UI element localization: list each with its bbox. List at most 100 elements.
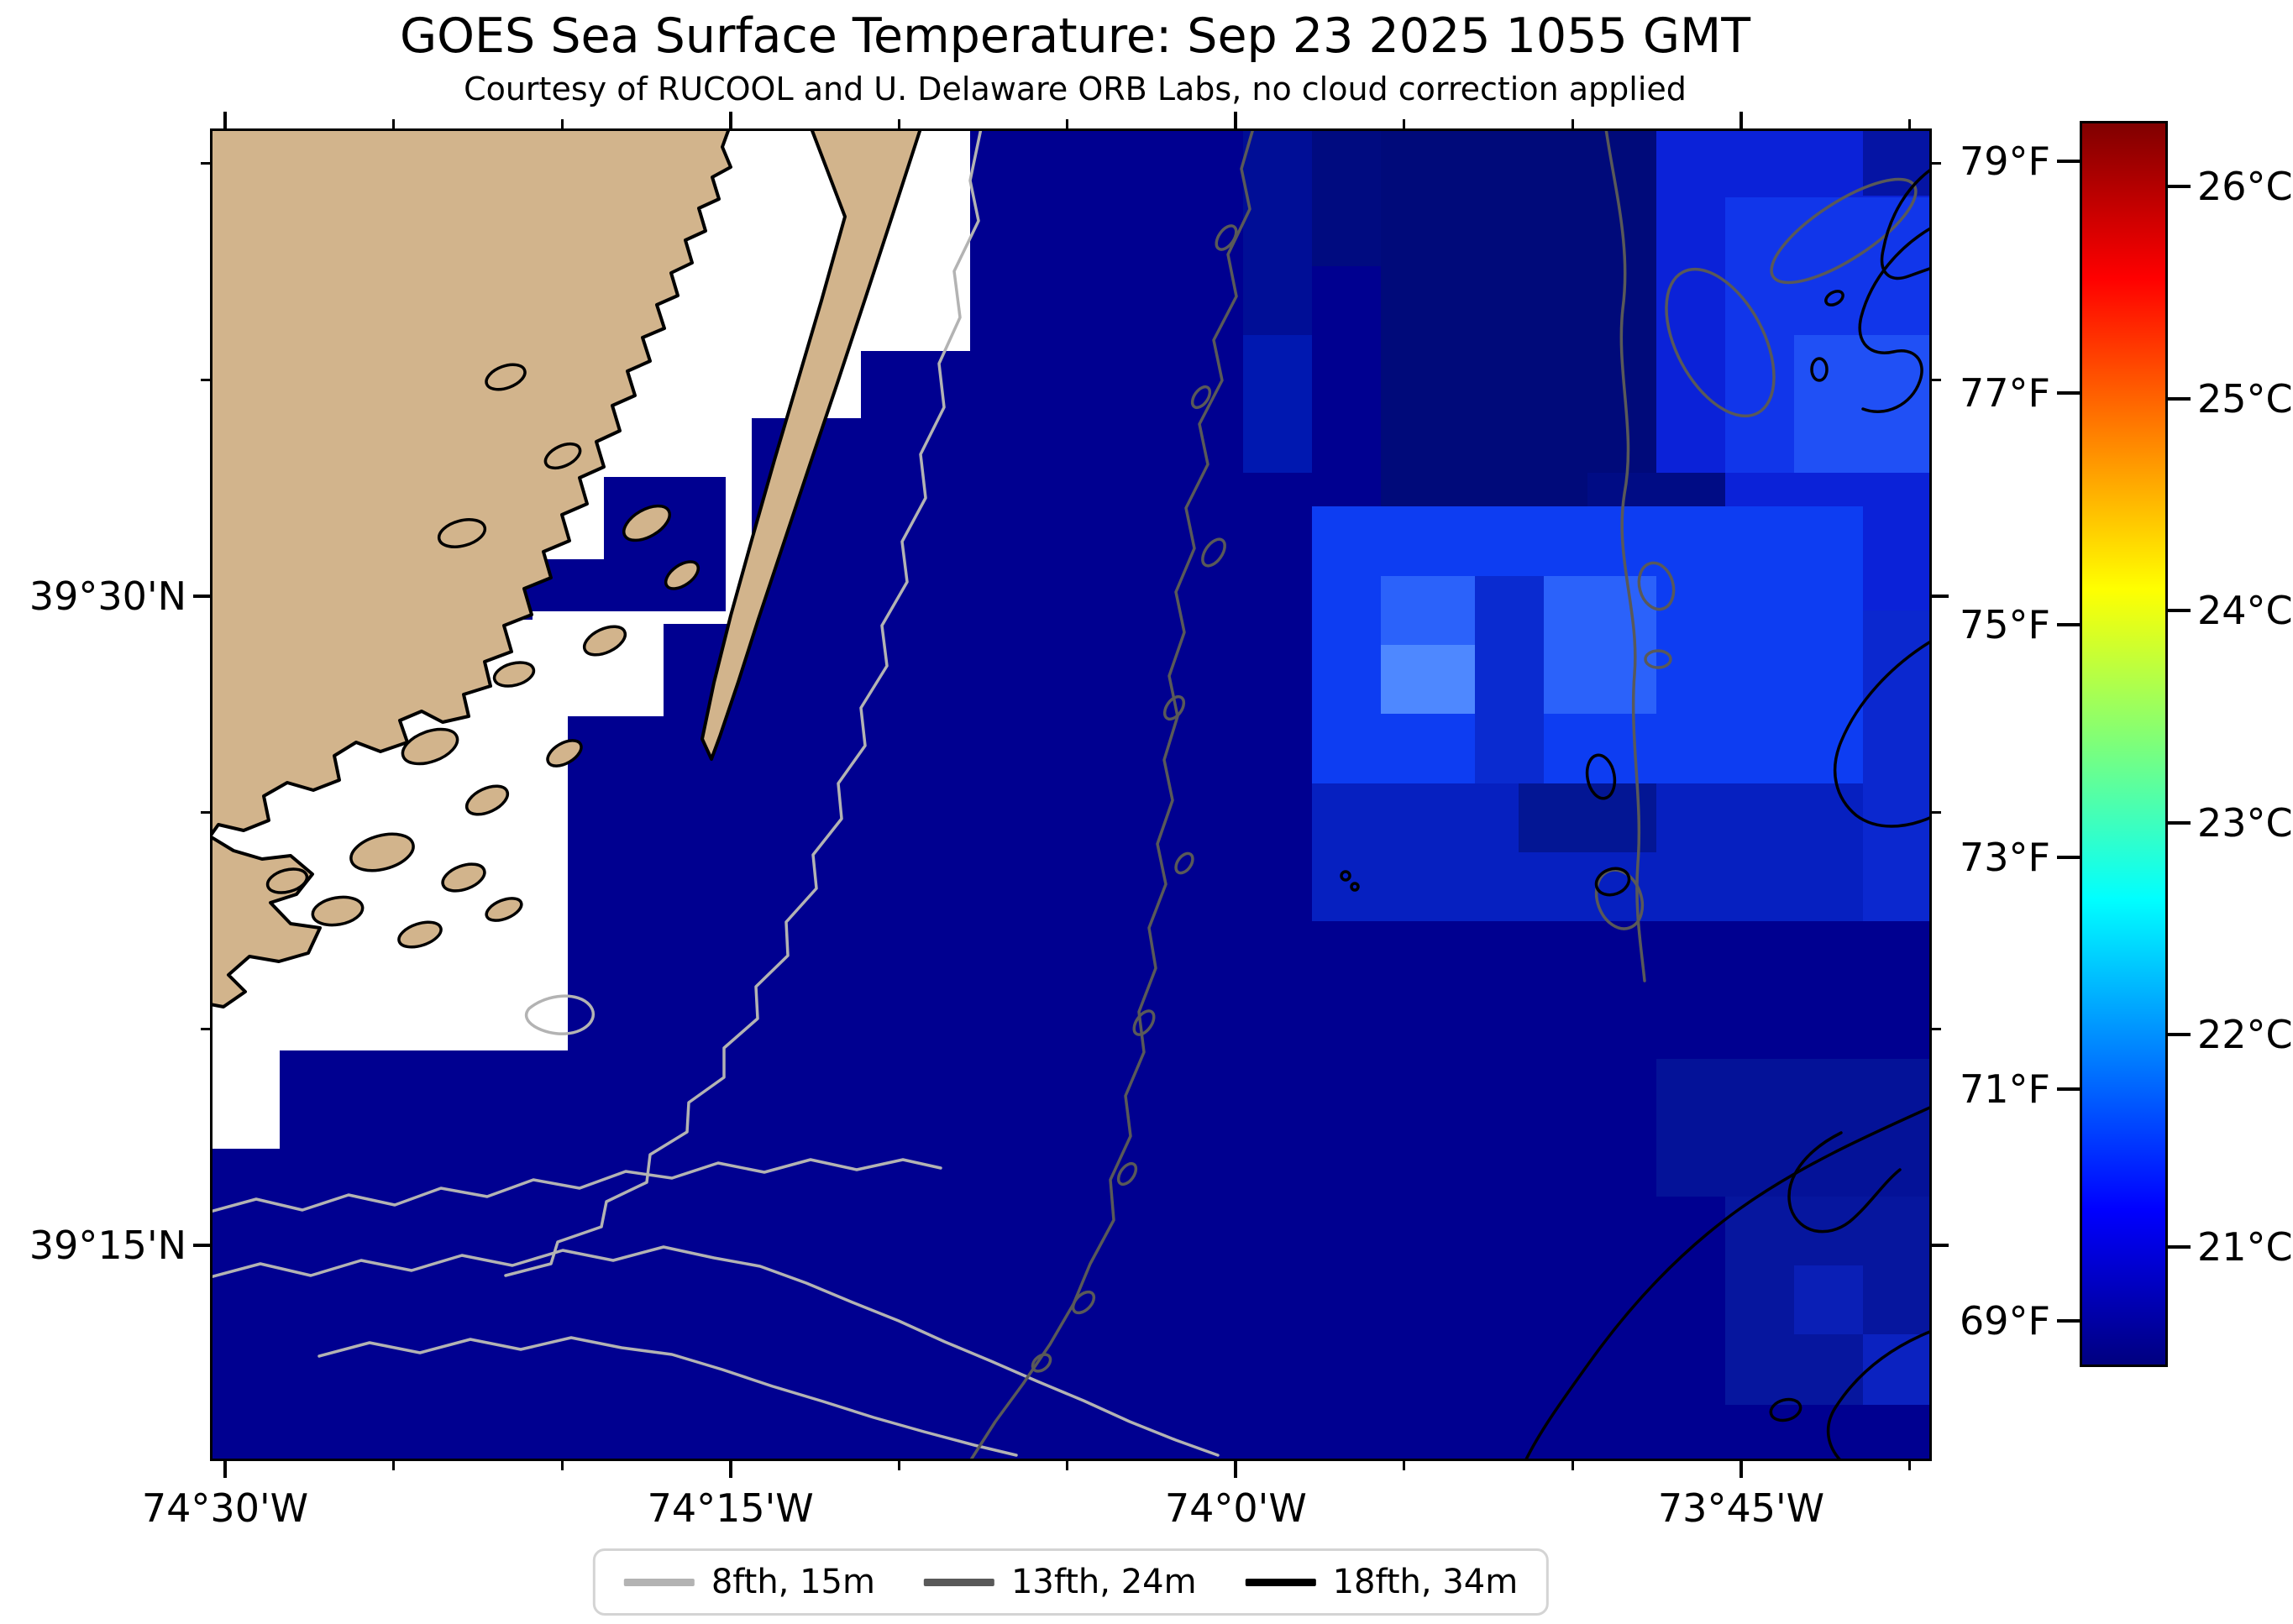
- legend-item-8fth: 8fth, 15m: [623, 1563, 875, 1601]
- marsh-island: [464, 784, 510, 816]
- marsh-island: [437, 518, 487, 548]
- contour-blob-13fth-24m: [1644, 649, 1672, 669]
- x-tick-bottom: [560, 1461, 564, 1470]
- colorbar-c-tick: [2168, 609, 2191, 613]
- colorbar-f-tick-label: 71°F: [1960, 1066, 2050, 1112]
- legend-item-13fth: 13fth, 24m: [923, 1563, 1197, 1601]
- y-tick-right: [1932, 1027, 1941, 1030]
- marsh-island: [622, 504, 671, 542]
- colorbar-c-tick-label: 22°C: [2197, 1012, 2293, 1058]
- page-subtitle: Courtesy of RUCOOL and U. Delaware ORB L…: [464, 71, 1687, 107]
- contour-8fth-15m: [504, 128, 983, 1277]
- y-tick-right: [1932, 162, 1941, 165]
- lon-tick-label: 74°15'W: [647, 1485, 814, 1531]
- map-frame: [210, 128, 1932, 1461]
- x-tick-bottom: [391, 1461, 395, 1470]
- x-tick-top: [223, 112, 227, 128]
- colorbar-f-tick-label: 73°F: [1960, 834, 2050, 880]
- colorbar-c-tick-label: 24°C: [2197, 588, 2293, 634]
- colorbar-f-tick-label: 77°F: [1960, 370, 2050, 416]
- x-tick-top: [897, 119, 900, 128]
- contour-18fth-34m: [1826, 1329, 1932, 1461]
- page-title: GOES Sea Surface Temperature: Sep 23 202…: [399, 8, 1751, 64]
- contour-blob-13fth-24m: [1162, 694, 1186, 721]
- mainland-landmass: [210, 128, 732, 1008]
- marsh-island: [349, 832, 415, 872]
- contour-blob-13fth-24m: [1190, 385, 1212, 410]
- y-tick-right: [1932, 378, 1941, 381]
- x-tick-top: [728, 112, 732, 128]
- colorbar-c-tick-label: 25°C: [2197, 375, 2293, 422]
- colorbar-f-tick: [2057, 1087, 2080, 1091]
- contour-18fth-34m: [1880, 167, 1932, 280]
- contour-18fth-34m: [1858, 226, 1932, 413]
- contour-blob-18fth-34m: [1824, 290, 1844, 306]
- sst-pixel-patch: [1863, 610, 1932, 921]
- colorbar: [2080, 121, 2168, 1367]
- marsh-island: [485, 363, 527, 391]
- contour-18fth-34m: [1787, 1131, 1902, 1234]
- x-tick-top: [1572, 119, 1575, 128]
- sst-pixel-patch: [1243, 335, 1312, 473]
- contour-blob-18fth-34m: [1585, 753, 1617, 800]
- colorbar-c-tick-label: 26°C: [2197, 164, 2293, 209]
- x-tick-bottom: [1234, 1461, 1238, 1478]
- lat-tick-label: 39°30'N: [29, 574, 186, 619]
- legend-line-swatch: [623, 1578, 695, 1586]
- sst-pixel-patch: [1863, 1334, 1932, 1405]
- contour-blob-13fth-24m: [1215, 224, 1238, 251]
- x-tick-top: [1739, 112, 1744, 128]
- contour-blob-13fth-24m: [1174, 851, 1194, 875]
- y-tick-right: [1932, 595, 1949, 598]
- x-tick-top: [1234, 112, 1238, 128]
- legend-item-18fth: 18fth, 34m: [1245, 1563, 1519, 1601]
- x-tick-bottom: [1572, 1461, 1575, 1470]
- contour-blob-18fth-34m: [1769, 1397, 1802, 1422]
- legend-label: 18fth, 34m: [1332, 1563, 1519, 1601]
- y-tick-left: [201, 162, 210, 165]
- legend-line-swatch: [1245, 1578, 1316, 1586]
- x-tick-top: [1403, 119, 1406, 128]
- contour-blob-13fth-24m: [1031, 1353, 1052, 1373]
- x-tick-bottom: [1403, 1461, 1406, 1470]
- colorbar-c-tick-label: 21°C: [2197, 1224, 2293, 1270]
- contour-18fth-34m: [1833, 641, 1932, 828]
- contour-blob-13fth-24m: [1665, 267, 1776, 418]
- contour-13fth-24m: [968, 128, 1255, 1461]
- contour-blob-18fth-34m: [1594, 867, 1631, 897]
- colorbar-f-tick-label: 75°F: [1960, 602, 2050, 648]
- colorbar-f-tick: [2057, 623, 2080, 627]
- marsh-island: [401, 727, 459, 766]
- y-tick-left: [193, 595, 210, 598]
- marsh-island: [311, 895, 365, 927]
- legend-label: 8fth, 15m: [711, 1563, 875, 1601]
- contour-8fth-15m: [210, 1158, 942, 1213]
- x-tick-bottom: [223, 1461, 227, 1478]
- colorbar-c-tick-label: 23°C: [2197, 799, 2293, 846]
- contour-18fth-34m: [1524, 1105, 1932, 1461]
- x-tick-top: [560, 119, 564, 128]
- contour-blob-13fth-24m: [1132, 1009, 1156, 1036]
- colorbar-c-tick: [2168, 820, 2191, 825]
- sst-pixel-patch: [1312, 128, 1381, 266]
- contour-8fth-15m: [524, 994, 596, 1035]
- y-tick-right: [1932, 811, 1941, 815]
- contour-blob-13fth-24m: [1201, 537, 1226, 568]
- contour-blob-13fth-24m: [1071, 1290, 1096, 1315]
- colorbar-c-tick: [2168, 396, 2191, 401]
- x-tick-top: [1066, 119, 1069, 128]
- sst-pixel-patch: [1475, 576, 1544, 783]
- marsh-island: [543, 442, 582, 470]
- contour-blob-13fth-24m: [1116, 1161, 1138, 1187]
- x-tick-top: [391, 119, 395, 128]
- marsh-island: [265, 867, 309, 894]
- contour-blob-18fth-34m: [1810, 357, 1829, 382]
- x-tick-bottom: [728, 1461, 732, 1478]
- marsh-island: [441, 862, 486, 893]
- marsh-island: [546, 739, 583, 767]
- y-tick-right: [1932, 1244, 1949, 1247]
- x-tick-top: [1908, 119, 1911, 128]
- lon-tick-label: 74°30'W: [141, 1485, 309, 1531]
- contour-blob-18fth-34m: [1350, 882, 1360, 892]
